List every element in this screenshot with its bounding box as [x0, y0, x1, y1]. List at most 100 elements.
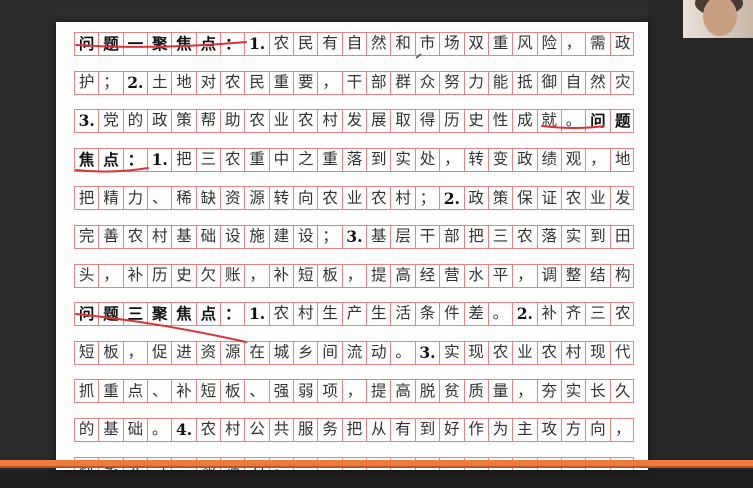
- grid-row: 完善农村基础设施建设； 3. 基层干部把三农落实到田: [74, 225, 634, 249]
- grid-cell: 农: [221, 71, 246, 94]
- grid-cell: 流: [343, 341, 368, 364]
- grid-cell: 能: [489, 71, 514, 94]
- grid-cell: 性: [489, 110, 514, 133]
- grid-cell: 御: [538, 71, 562, 94]
- grid-cell: 久: [614, 381, 631, 400]
- grid-cell: 平: [489, 264, 514, 287]
- grid-cell: 、: [245, 380, 270, 403]
- grid-cell: 政: [148, 110, 173, 133]
- grid-cell: 村: [221, 419, 246, 441]
- grid-cell: 发: [614, 188, 631, 207]
- grid-cell: 农: [513, 226, 538, 248]
- grid-cell: 业: [343, 187, 368, 210]
- grid-cell: 2.: [513, 303, 538, 326]
- grid-cell: 观: [562, 148, 587, 171]
- grid-cell: 条: [416, 303, 441, 326]
- grid-cell: 农: [489, 341, 514, 364]
- grid-cell: 完: [75, 226, 100, 248]
- grid-row: 抓重点、补短板、强弱项，提高脱贫质量，夯实长久: [74, 379, 634, 404]
- grid-cell: 生: [367, 303, 392, 326]
- grid-cell: 缺: [197, 187, 222, 210]
- grid-cell: 农: [221, 148, 246, 171]
- grid-cell: 点: [197, 33, 222, 55]
- grid-row: 把精力、稀缺资源转向农业农村； 2. 政策保证农业发: [74, 186, 634, 211]
- grid-cell: ，: [318, 71, 343, 94]
- grid-cell: 间: [318, 341, 343, 364]
- grid-paper-document: 问题一聚焦点： 1. 农民有自然和市场双重风险，需政护； 2. 土地对农民重要，干部群众…: [56, 22, 648, 470]
- grid-cell: 作: [465, 419, 489, 441]
- grid-cell: 一: [124, 33, 149, 55]
- grid-cell: 整: [562, 264, 587, 287]
- grid-cell: ，: [586, 148, 611, 171]
- grid-cell: 农: [367, 187, 392, 210]
- grid-cell: 高: [391, 380, 416, 403]
- webcam-face: [703, 0, 737, 36]
- grid-cell: 城: [270, 341, 295, 364]
- grid-cell: 焦: [75, 148, 100, 171]
- grid-cell: 产: [343, 303, 368, 326]
- grid-cell: 重: [99, 380, 124, 403]
- grid-row: 护； 2. 土地对农民重要，干部群众努力能抵御自然灾: [74, 70, 634, 95]
- grid-cell: 短: [294, 264, 319, 287]
- grid-cell: 把: [172, 148, 197, 171]
- grid-cell: 3.: [343, 226, 368, 248]
- grid-cell: 施: [245, 226, 270, 248]
- dark-background-bottom: [0, 470, 753, 488]
- grid-cell: 3.: [416, 341, 441, 364]
- grid-cell: 到: [416, 419, 441, 441]
- grid-cell: 农: [270, 33, 295, 55]
- grid-cell: ；: [99, 71, 124, 94]
- grid-cell: 补: [172, 380, 197, 403]
- grid-cell: 村: [294, 303, 319, 326]
- grid-cell: 方: [562, 419, 587, 441]
- grid-cell: 板: [221, 380, 246, 403]
- grid-cell: 项: [318, 380, 343, 403]
- grid-cell: 场: [440, 33, 465, 55]
- grid-cell: 把: [465, 226, 489, 248]
- grid-cell: 促: [148, 341, 173, 364]
- grid-cell: 实: [562, 226, 587, 248]
- video-progress-bar[interactable]: [0, 460, 753, 466]
- grid-cell: 层: [391, 226, 416, 248]
- grid-cell: 自: [562, 71, 587, 94]
- grid-cell: 构: [614, 265, 631, 284]
- grid-cell: 三: [197, 148, 222, 171]
- grid-cell: ；: [318, 226, 343, 248]
- grid-cell: 重: [318, 148, 343, 171]
- grid-cell: 资: [197, 341, 222, 364]
- grid-cell: 中: [270, 148, 295, 171]
- grid-cell: 力: [465, 71, 489, 94]
- grid-cell: 代: [614, 343, 631, 362]
- grid-cell: 板: [318, 264, 343, 287]
- grid-cell: 向: [586, 419, 611, 441]
- grid-cell: 田: [614, 227, 631, 246]
- grid-cell: 努: [440, 71, 465, 94]
- grid-row: 3. 党的政策帮助农业农村发展取得历史性成就。问题: [74, 109, 634, 134]
- grid-cell: 处: [416, 148, 441, 171]
- grid-cell: 、: [148, 187, 173, 210]
- grid-cell: 经: [416, 264, 441, 287]
- grid-cell: 高: [391, 264, 416, 287]
- grid-cell: ，: [513, 380, 538, 403]
- grid-cell: 的: [75, 419, 100, 441]
- grid-cell: 短: [75, 341, 100, 364]
- grid-cell: 群: [391, 71, 416, 94]
- grid-cell: 转: [270, 187, 295, 210]
- grid-cell: 乡: [294, 341, 319, 364]
- grid-cell: 业: [513, 341, 538, 364]
- grid-cell: 动: [367, 341, 392, 364]
- grid-cell: 农: [197, 419, 222, 441]
- grid-cell: 服: [294, 419, 319, 441]
- grid-cell: 转: [465, 148, 489, 171]
- grid-cell: 2.: [440, 187, 465, 210]
- grid-cell: 为: [489, 419, 514, 441]
- grid-cell: 然: [586, 71, 611, 94]
- grid-cell: 农: [562, 187, 587, 210]
- grid-cell: 础: [197, 226, 222, 248]
- grid-cell: 板: [99, 341, 124, 364]
- grid-cell: 精: [99, 187, 124, 210]
- grid-cell: 在: [245, 341, 270, 364]
- grid-cell: 抵: [513, 71, 538, 94]
- grid-cell: 就: [538, 110, 562, 133]
- grid-cell: 众: [416, 71, 441, 94]
